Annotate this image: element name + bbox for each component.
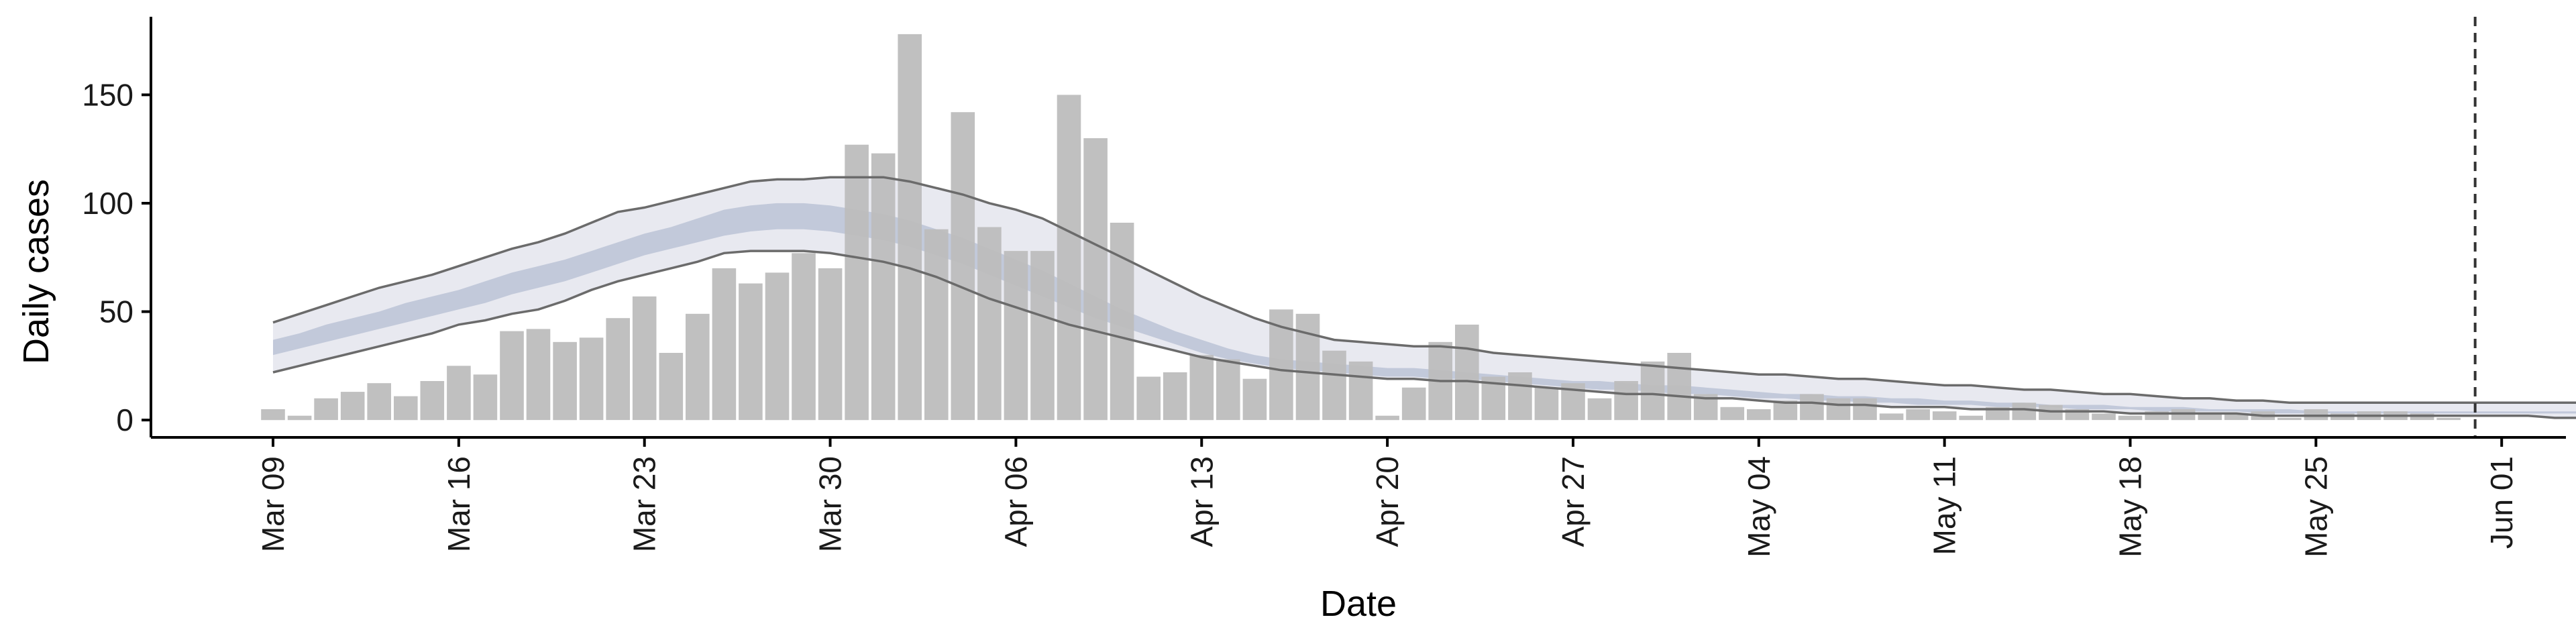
bar-apr-01	[871, 153, 896, 421]
bar-mar-15	[420, 381, 445, 421]
bar-mar-11	[314, 398, 338, 421]
bar-may-11	[1932, 411, 1957, 421]
bar-apr-28	[1587, 398, 1612, 421]
bar-apr-29	[1614, 381, 1638, 421]
bar-may-17	[2092, 413, 2116, 421]
bar-may-04	[1747, 409, 1771, 421]
axis-layer	[150, 17, 2566, 439]
bar-may-08	[1853, 398, 1877, 421]
bar-apr-07	[1030, 251, 1055, 421]
bar-mar-25	[686, 313, 710, 421]
bar-mar-17	[473, 374, 498, 421]
bar-mar-27	[739, 283, 763, 421]
bar-may-14	[2012, 402, 2037, 421]
bar-mar-18	[500, 331, 524, 421]
bar-mar-24	[659, 353, 684, 421]
x-tick-label-may-25: May 25	[2298, 456, 2333, 557]
bar-apr-06	[1004, 251, 1028, 421]
bar-apr-02	[898, 34, 922, 421]
x-tick-label-mar-30: Mar 30	[813, 456, 848, 552]
tick-layer: 0 50 100 150 Mar 09 Mar 16 Mar 23 Mar 30 Apr 06 A…	[82, 77, 2519, 557]
bar-apr-04	[951, 112, 975, 421]
bar-may-10	[1906, 409, 1930, 421]
bar-may-01	[1667, 353, 1691, 421]
bar-apr-09	[1083, 138, 1108, 421]
bar-may-22	[2224, 413, 2249, 421]
bar-mar-14	[394, 396, 418, 421]
bar-may-03	[1720, 407, 1745, 421]
x-tick-label-may-04: May 04	[1741, 456, 1776, 557]
bar-apr-10	[1110, 223, 1134, 421]
bar-layer	[261, 34, 2461, 421]
bar-apr-11	[1136, 376, 1161, 421]
y-tick-label-150: 150	[82, 77, 133, 112]
bar-mar-13	[367, 383, 391, 421]
x-tick-label-mar-09: Mar 09	[256, 456, 290, 552]
outer-band-upper-line	[272, 176, 2576, 405]
bar-mar-23	[632, 296, 657, 421]
bar-mar-21	[579, 337, 604, 421]
bar-mar-09	[261, 409, 285, 421]
y-tick-label-50: 50	[99, 294, 133, 329]
band-edge-layer	[272, 176, 2576, 419]
inner-band	[273, 203, 2576, 414]
bar-apr-26	[1534, 387, 1559, 421]
bar-mar-12	[340, 392, 365, 421]
bar-mar-30	[818, 268, 843, 421]
bar-apr-30	[1640, 361, 1665, 421]
bar-may-24	[2277, 417, 2302, 421]
bar-mar-26	[712, 268, 737, 421]
bar-apr-12	[1163, 372, 1187, 421]
bar-apr-25	[1508, 372, 1532, 421]
x-tick-label-mar-16: Mar 16	[441, 456, 476, 552]
bar-apr-19	[1348, 361, 1373, 421]
y-axis-title: Daily cases	[16, 179, 56, 364]
x-tick-label-jun-01: Jun 01	[2484, 456, 2519, 549]
bar-apr-20	[1375, 415, 1399, 421]
x-tick-label-apr-06: Apr 06	[998, 456, 1033, 547]
bar-mar-22	[606, 318, 630, 421]
bar-mar-16	[447, 366, 471, 421]
x-tick-label-may-18: May 18	[2113, 456, 2148, 557]
y-tick-label-100: 100	[82, 186, 133, 221]
bar-apr-21	[1401, 387, 1426, 421]
bar-apr-13	[1189, 355, 1214, 421]
bar-mar-19	[526, 329, 551, 421]
bar-apr-18	[1322, 350, 1346, 421]
bar-apr-08	[1057, 95, 1081, 421]
bar-apr-17	[1295, 313, 1320, 421]
bar-may-12	[1959, 415, 1983, 421]
bar-may-07	[1826, 398, 1851, 421]
x-tick-label-apr-27: Apr 27	[1556, 456, 1591, 547]
bar-apr-05	[977, 227, 1002, 421]
x-tick-label-may-11: May 11	[1927, 456, 1962, 555]
bar-apr-23	[1455, 324, 1479, 421]
bar-apr-14	[1216, 359, 1240, 421]
x-tick-label-apr-20: Apr 20	[1370, 456, 1405, 547]
bar-mar-10	[287, 415, 312, 421]
bar-may-09	[1879, 413, 1904, 421]
outer-band-lower-line	[272, 250, 2576, 419]
bar-mar-29	[792, 253, 816, 421]
bar-mar-31	[845, 144, 869, 421]
bar-may-21	[2198, 413, 2222, 421]
bar-may-30	[2436, 417, 2461, 421]
bar-mar-28	[765, 272, 790, 421]
x-axis-title: Date	[1320, 584, 1397, 624]
bar-apr-03	[924, 229, 949, 421]
y-tick-label-0: 0	[116, 402, 133, 437]
bar-may-18	[2118, 415, 2143, 421]
bar-apr-15	[1242, 378, 1267, 421]
x-tick-label-mar-23: Mar 23	[627, 456, 662, 552]
bar-may-06	[1800, 394, 1824, 421]
x-tick-label-apr-13: Apr 13	[1184, 456, 1219, 547]
bar-mar-20	[553, 341, 577, 421]
